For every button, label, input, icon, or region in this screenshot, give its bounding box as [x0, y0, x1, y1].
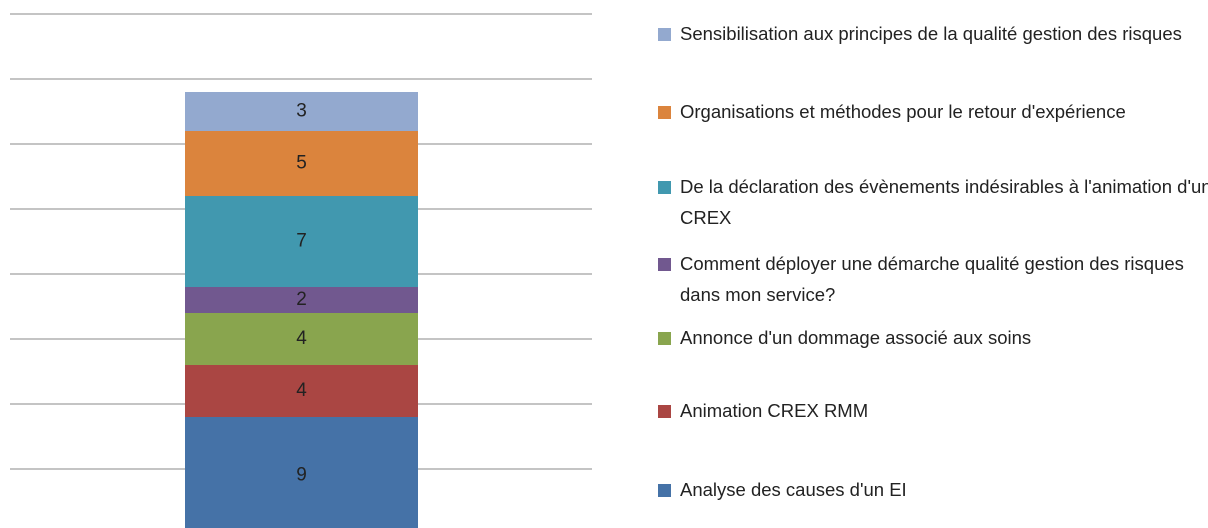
legend-item: Comment déployer une démarche qualité ge…: [658, 248, 1208, 310]
data-label: 3: [296, 101, 307, 122]
data-label: 9: [296, 465, 307, 486]
legend-item: Sensibilisation aux principes de la qual…: [658, 18, 1208, 49]
bar-segment: [185, 287, 418, 313]
legend-label: Organisations et méthodes pour le retour…: [680, 101, 1126, 122]
legend-label: Sensibilisation aux principes de la qual…: [680, 23, 1182, 44]
legend-label: De la déclaration des évènements indésir…: [680, 176, 1208, 228]
legend-swatch: [658, 484, 671, 497]
legend-swatch: [658, 258, 671, 271]
legend-label: Comment déployer une démarche qualité ge…: [680, 253, 1184, 305]
legend-label: Animation CREX RMM: [680, 400, 869, 421]
data-label: 5: [296, 153, 307, 174]
bar-segment: [185, 92, 418, 131]
data-label: 4: [296, 380, 307, 401]
legend-item: Analyse des causes d'un EI: [658, 474, 1208, 505]
legend-label: Annonce d'un dommage associé aux soins: [680, 327, 1032, 348]
legend-item: Organisations et méthodes pour le retour…: [658, 96, 1208, 127]
legend-label: Analyse des causes d'un EI: [680, 479, 907, 500]
plot: 9 4 4 2 7 5 3: [10, 13, 592, 528]
bar-segment: [185, 417, 418, 528]
legend-swatch: [658, 181, 671, 194]
legend-item: Annonce d'un dommage associé aux soins: [658, 322, 1208, 353]
bar-segment: [185, 365, 418, 417]
legend-swatch: [658, 106, 671, 119]
data-label: 7: [296, 231, 307, 252]
legend-swatch: [658, 332, 671, 345]
data-label: 4: [296, 328, 307, 349]
bar-segment: [185, 313, 418, 365]
bar-segment: [185, 196, 418, 287]
legend-item: De la déclaration des évènements indésir…: [658, 171, 1208, 233]
data-label: 2: [296, 289, 307, 310]
legend-swatch: [658, 405, 671, 418]
bar-segment: [185, 131, 418, 196]
legend-swatch: [658, 28, 671, 41]
legend-item: Animation CREX RMM: [658, 395, 1208, 426]
